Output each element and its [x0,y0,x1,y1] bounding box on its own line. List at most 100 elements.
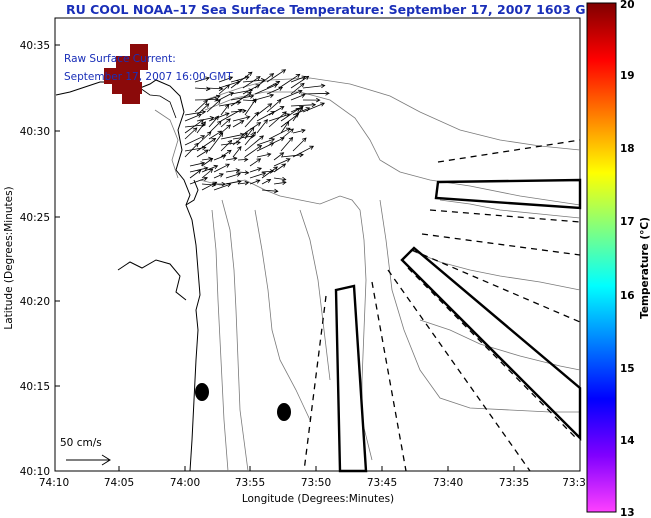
y-tick-label: 40:35 [20,40,50,52]
current-vector-head [278,86,284,91]
current-vector-head [275,80,281,85]
current-vector [232,146,242,158]
current-vector-head [242,108,247,114]
current-vector [280,121,289,134]
current-vector [268,111,287,128]
scale-vector [66,454,111,466]
current-vector-head [270,111,276,116]
current-vector [302,92,330,95]
current-vector [242,99,257,102]
current-vector [249,167,262,173]
current-vector [244,112,259,128]
current-vector-head [269,73,275,78]
annotation-line-2: September 17, 2007 16:00 GMT [64,71,233,83]
current-vector-head [301,128,306,134]
current-vector [254,94,274,101]
current-vector [201,168,213,179]
current-vector-head [259,135,264,140]
current-vector [280,107,300,122]
current-vector-head [226,118,231,123]
current-vector [244,135,264,152]
current-vector [230,76,250,83]
current-vector [232,132,248,146]
map-title: RU COOL NOAA–17 Sea Surface Temperature:… [66,2,607,17]
colorbar-tick-label: 14 [620,435,635,447]
current-vector [208,130,222,140]
current-vector-head [257,167,263,172]
x-axis: 74:10 74:05 74:00 73:55 73:50 73:45 73:4… [39,466,586,489]
current-vector [184,111,206,116]
current-vector [292,107,310,116]
current-vector [225,173,241,179]
current-vector-head [254,111,259,117]
mooring-marker-2 [277,403,291,421]
current-vector-head [208,158,214,163]
current-vector-head [285,158,291,163]
current-vector [206,87,223,90]
y-axis: 40:35 40:30 40:25 40:20 40:15 40:10 [20,40,60,478]
current-vector [290,83,305,95]
current-vector-head [203,99,208,105]
current-vector-head [226,183,232,188]
current-vector-head [214,115,220,121]
x-tick-label: 73:45 [367,477,397,489]
current-vector-head [247,71,253,77]
plot-frame [54,17,581,472]
current-vector [268,127,291,140]
current-vector [242,84,260,95]
current-vector-head [229,92,234,97]
current-vector [256,153,271,158]
current-vector-head [224,104,230,109]
current-vector-head [316,97,321,103]
current-vector [302,102,325,113]
current-vector [244,98,257,116]
current-vector [220,124,231,134]
current-vector-head [266,152,272,157]
current-vector-head [273,83,279,88]
current-vector [213,183,231,191]
current-vector [201,181,217,191]
current-vector-head [215,94,221,100]
current-vector [206,95,221,101]
current-vector-head [235,168,241,173]
current-vector-head [201,121,206,126]
current-vector [280,154,304,158]
surface-current-arrows [184,69,330,194]
current-vector [256,142,274,152]
current-vector-head [281,163,287,168]
scale-vector-label: 50 cm/s [60,437,102,449]
current-vector-head [270,138,276,143]
current-vector-head [226,124,232,129]
current-vector [213,173,224,179]
x-tick-label: 73:40 [433,477,463,489]
current-vector [213,163,230,173]
current-vector-head [243,157,249,162]
current-vector-head [239,120,245,125]
colorbar [586,2,617,513]
current-vector-head [219,173,224,178]
current-vector [184,119,204,134]
current-vector-head [194,142,199,148]
current-vector-head [267,103,273,108]
current-vector [232,120,244,128]
current-vector-head [298,106,303,112]
current-vector [220,104,230,116]
current-vector-head [247,92,252,97]
current-vector-head [211,138,217,143]
current-vector-head [213,164,219,170]
colorbar-tick-label: 19 [620,70,635,82]
current-vector [256,103,272,116]
current-vector [278,73,300,89]
colorbar-tick-label: 20 [620,0,635,11]
current-vector-head [273,166,278,171]
y-tick-label: 40:20 [20,296,50,308]
current-vector-head [206,131,212,136]
current-vector [218,76,233,83]
current-vector-head [237,179,242,185]
current-vector [220,133,244,140]
current-vector-head [288,136,294,142]
current-vector [184,147,206,152]
current-vector-head [297,89,303,94]
x-tick-label: 73:3 [562,477,586,489]
current-vector [268,106,284,116]
